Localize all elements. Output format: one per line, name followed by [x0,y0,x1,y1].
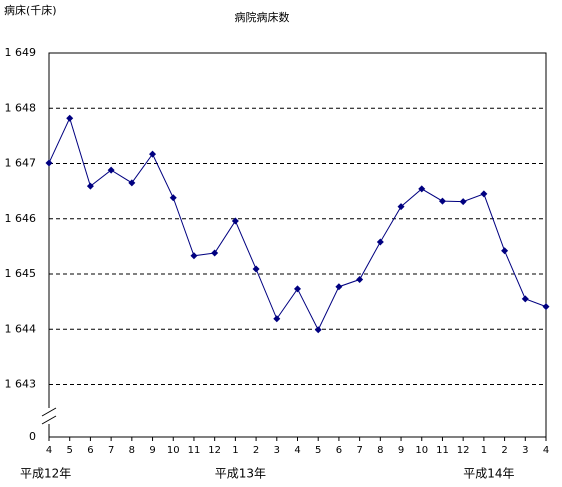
x-tick-label: 10 [167,445,180,456]
data-point [190,252,198,260]
data-point [480,190,488,198]
x-tick-label: 12 [208,445,221,456]
data-point [252,265,260,273]
y-tick-label: 1 648 [5,101,37,114]
data-point [169,194,177,202]
x-tick-label: 3 [274,445,280,456]
x-tick-label: 9 [149,445,155,456]
data-point [335,283,343,291]
data-point [521,295,529,303]
axis-break [41,407,57,417]
x-tick-label: 8 [129,445,135,456]
x-tick-label: 2 [501,445,507,456]
y-tick-label: 1 643 [5,378,37,391]
x-tick-label: 2 [253,445,259,456]
x-tick-label: 6 [336,445,342,456]
x-tick-label: 1 [481,445,487,456]
series-line [48,116,547,331]
data-point [231,217,239,225]
chart-title: 病院病床数 [235,10,290,24]
data-point [501,247,509,255]
data-point [45,159,53,167]
x-tick-label: 7 [356,445,362,456]
data-point [542,303,550,311]
x-tick-label: 8 [377,445,383,456]
x-tick-label: 3 [522,445,528,456]
x-tick-label: 4 [294,445,300,456]
x-group-label: 平成12年 [20,467,71,481]
data-point [107,166,115,174]
x-tick-label: 6 [87,445,93,456]
y-tick-label: 1 647 [5,157,37,170]
y-tick-label: 1 646 [5,212,37,225]
data-point [376,238,384,246]
y-tick-label: 1 644 [5,322,37,335]
x-tick-label: 10 [415,445,428,456]
data-point [459,198,467,206]
data-point [273,315,281,323]
x-tick-label: 11 [436,445,449,456]
data-point [397,203,405,211]
x-group-label: 平成14年 [463,467,514,481]
axis-break-gap [42,408,56,424]
x-tick-label: 11 [188,445,201,456]
x-tick-label: 5 [315,445,321,456]
data-point [314,326,322,334]
data-point [86,182,94,190]
data-point [356,276,364,284]
y-tick-label: 1 649 [5,46,37,59]
data-point [66,114,74,122]
x-tick-label: 4 [46,445,52,456]
data-point [149,150,157,158]
data-point [418,185,426,193]
x-group-label: 平成13年 [215,467,266,481]
x-tick-label: 9 [398,445,404,456]
x-tick-label: 4 [543,445,549,456]
x-tick-label: 12 [457,445,470,456]
data-point [294,285,301,293]
data-point [438,197,446,205]
y-tick-label: 1 645 [5,267,37,280]
data-point [211,249,219,257]
data-point [128,179,136,187]
plot-frame [48,52,547,438]
y-axis-label: 病床(千床) [4,3,57,17]
axis-break [41,415,57,425]
x-tick-label: 5 [67,445,73,456]
y-break-label: 0 [29,430,36,443]
x-tick-label: 1 [232,445,238,456]
x-tick-label: 7 [108,445,114,456]
